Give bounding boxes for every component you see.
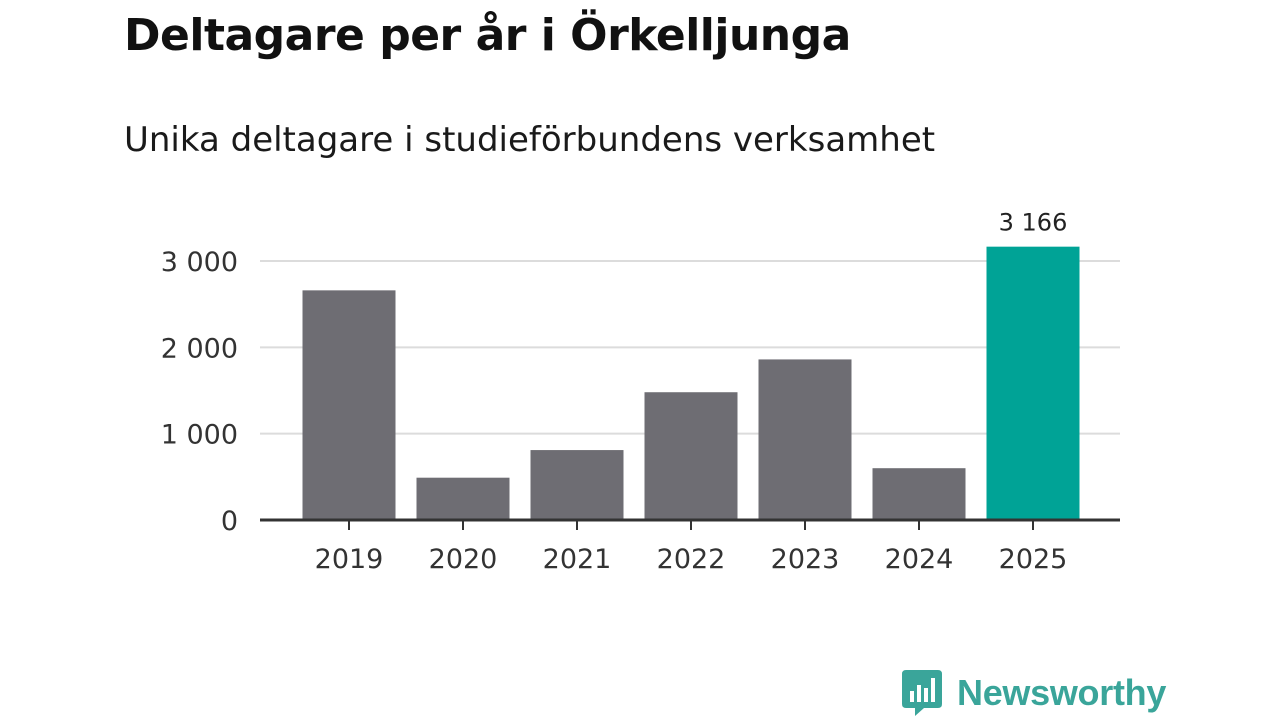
bar-2023 [758,359,852,520]
x-tick-label: 2023 [771,544,840,575]
bar-2022 [644,392,738,520]
chart-subtitle: Unika deltagare i studieförbundens verks… [124,120,936,160]
data-label-2025: 3 166 [999,209,1068,237]
data-labels: 3 166 [999,209,1068,237]
y-tick-label: 0 [221,506,238,537]
y-tick-label: 3 000 [161,247,238,278]
bar-2024 [872,468,966,520]
y-axis-tick-labels: 0 1 000 2 000 3 000 [161,247,238,537]
bar-2025 [986,246,1080,520]
newsworthy-logo: Newsworthy [902,670,1166,716]
x-tick-label: 2021 [543,544,612,575]
x-tick-label: 2019 [315,544,384,575]
chart-title: Deltagare per år i Örkelljunga [124,10,851,61]
bar-chart: 0 1 000 2 000 3 000 2019 2020 2021 2022 2023 202… [161,209,1120,575]
y-tick-label: 1 000 [161,420,238,451]
x-axis: 2019 2020 2021 2022 2023 2024 2025 [260,518,1120,575]
x-tick-label: 2020 [429,544,498,575]
bar-2020 [416,477,510,520]
bar-2021 [530,450,624,520]
bars [302,246,1080,520]
brand-name: Newsworthy [957,672,1167,713]
x-tick-label: 2022 [657,544,726,575]
y-tick-label: 2 000 [161,333,238,364]
x-tick-label: 2024 [885,544,954,575]
x-tick-label: 2025 [999,544,1068,575]
bar-chart-bubble-icon [902,670,942,716]
bar-2019 [302,290,396,520]
